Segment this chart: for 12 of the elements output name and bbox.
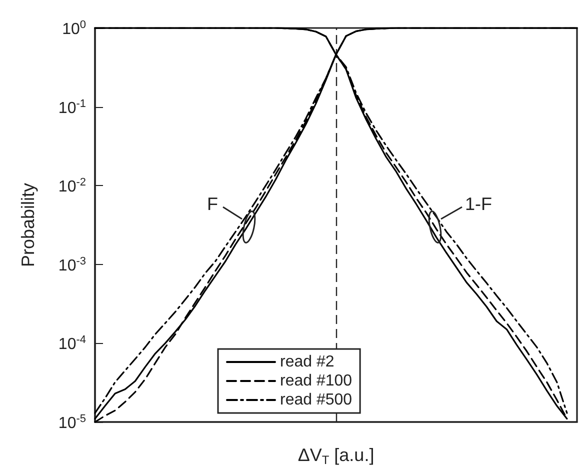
- y-tick-label: 10$^{-4}$: [58, 334, 86, 354]
- annotation: 1-F: [465, 194, 492, 214]
- legend-label: read #2: [280, 354, 334, 370]
- y-tick-label: 10$^{-3}$: [58, 255, 86, 274]
- legend-label: read #100: [280, 372, 352, 390]
- y-tick-label: 10$^{-5}$: [58, 413, 86, 432]
- y-axis-title: Probability: [18, 182, 38, 268]
- y-tick-label: 10$^{0}$: [62, 19, 86, 38]
- y-tick-label: 10$^{-2}$: [58, 176, 86, 196]
- y-tick-label: 10$^{-1}$: [58, 98, 86, 117]
- legend-label: read #500: [280, 392, 352, 408]
- annotation: F: [207, 194, 218, 214]
